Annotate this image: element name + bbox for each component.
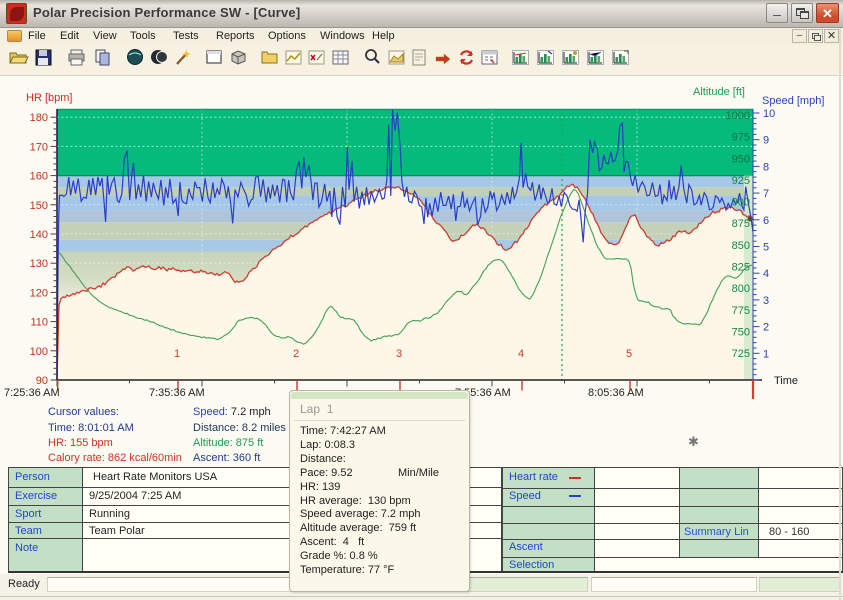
svg-text:170: 170 — [30, 141, 48, 153]
svg-text:4: 4 — [518, 348, 524, 360]
svg-text:90: 90 — [36, 375, 48, 387]
svg-text:Speed [mph]: Speed [mph] — [762, 95, 824, 107]
svg-text:2: 2 — [293, 348, 299, 360]
svg-text:10: 10 — [763, 108, 775, 120]
svg-text:3: 3 — [763, 295, 769, 307]
svg-text:✱: ✱ — [688, 434, 699, 449]
svg-text:1000: 1000 — [726, 110, 750, 122]
svg-text:130: 130 — [30, 258, 48, 270]
svg-text:850: 850 — [732, 240, 750, 252]
svg-text:100: 100 — [30, 346, 48, 358]
svg-text:5: 5 — [763, 242, 769, 254]
svg-text:3: 3 — [396, 348, 402, 360]
svg-text:875: 875 — [732, 218, 750, 230]
svg-text:950: 950 — [732, 153, 750, 165]
svg-text:Time: Time — [774, 375, 798, 387]
svg-text:925: 925 — [732, 175, 750, 187]
svg-text:HR [bpm]: HR [bpm] — [26, 92, 72, 104]
svg-text:8:05:36 AM: 8:05:36 AM — [588, 387, 644, 399]
svg-text:7:35:36 AM: 7:35:36 AM — [149, 387, 205, 399]
svg-text:150: 150 — [30, 200, 48, 212]
svg-text:750: 750 — [732, 326, 750, 338]
svg-text:1: 1 — [763, 348, 769, 360]
svg-text:120: 120 — [30, 287, 48, 299]
svg-text:2: 2 — [763, 322, 769, 334]
svg-text:800: 800 — [732, 283, 750, 295]
svg-text:5: 5 — [626, 348, 632, 360]
svg-text:Altitude [ft]: Altitude [ft] — [693, 86, 745, 98]
svg-text:775: 775 — [732, 305, 750, 317]
svg-text:4: 4 — [763, 268, 769, 280]
svg-text:725: 725 — [732, 348, 750, 360]
svg-text:110: 110 — [30, 317, 48, 329]
svg-text:825: 825 — [732, 262, 750, 274]
svg-text:9: 9 — [763, 135, 769, 147]
svg-text:160: 160 — [30, 171, 48, 183]
svg-text:6: 6 — [763, 215, 769, 227]
svg-text:180: 180 — [30, 112, 48, 124]
svg-text:900: 900 — [732, 197, 750, 209]
svg-text:1: 1 — [174, 348, 180, 360]
svg-text:7:25:36 AM: 7:25:36 AM — [4, 387, 60, 399]
svg-text:7: 7 — [763, 188, 769, 200]
svg-text:975: 975 — [732, 132, 750, 144]
svg-text:140: 140 — [30, 229, 48, 241]
svg-text:8: 8 — [763, 161, 769, 173]
